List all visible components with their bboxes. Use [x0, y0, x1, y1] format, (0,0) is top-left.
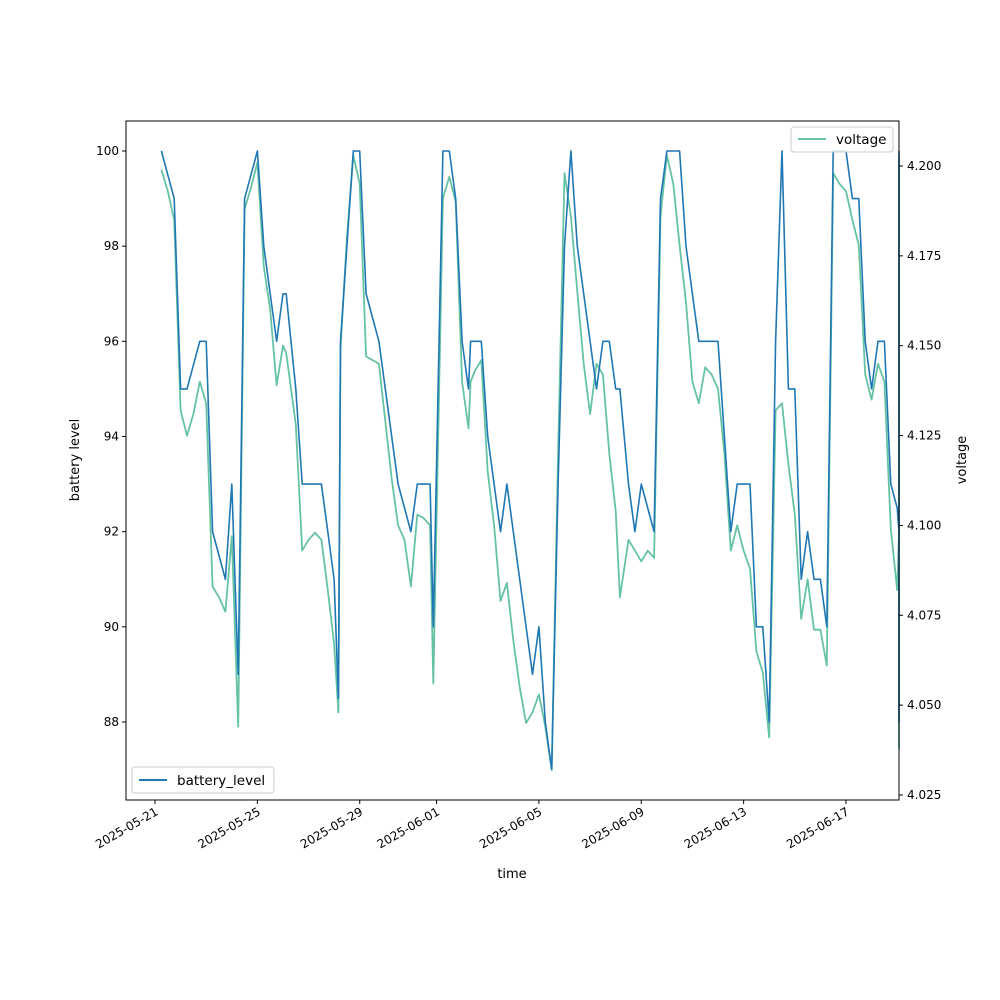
series-line-battery-level	[160, 150, 900, 771]
y-right-tick-label: 4.050	[907, 698, 941, 712]
y-axis-right-ticks: 4.025 4.050 4.075 4.100 4.125 4.150 4.175 4.200	[899, 159, 941, 802]
legend-voltage: voltage	[790, 126, 894, 153]
axes-frame	[125, 120, 900, 801]
y-left-tick-label: 92	[104, 525, 119, 539]
y-right-tick-label: 4.150	[907, 339, 941, 353]
y-right-tick-label: 4.025	[907, 788, 941, 802]
y-right-tick-label: 4.175	[907, 249, 941, 263]
y-axis-left-label: battery level	[68, 419, 83, 502]
y-left-tick-label: 94	[104, 430, 119, 444]
y-right-tick-label: 4.125	[907, 429, 941, 443]
series-layer	[160, 150, 900, 771]
y-axis-right-label: voltage	[955, 436, 970, 485]
legend-battery-level-label: battery_level	[177, 773, 265, 789]
y-left-tick-label: 90	[104, 620, 119, 634]
y-right-tick-label: 4.075	[907, 608, 941, 622]
legend-voltage-box	[790, 126, 894, 153]
legend-voltage-label: voltage	[836, 132, 886, 148]
y-axis-left-ticks: 88 90 92 94 96 98 100	[96, 144, 126, 729]
y-right-tick-label: 4.100	[907, 518, 941, 532]
plot-area	[125, 120, 900, 801]
legend-battery-level: battery_level	[131, 766, 275, 794]
legend-battery-level-box	[131, 766, 275, 794]
y-left-tick-label: 88	[104, 715, 119, 729]
y-left-tick-label: 98	[104, 239, 119, 253]
y-left-tick-label: 100	[96, 144, 119, 158]
y-left-tick-label: 96	[104, 334, 119, 348]
x-axis-label: time	[497, 867, 526, 882]
y-right-tick-label: 4.200	[907, 159, 941, 173]
